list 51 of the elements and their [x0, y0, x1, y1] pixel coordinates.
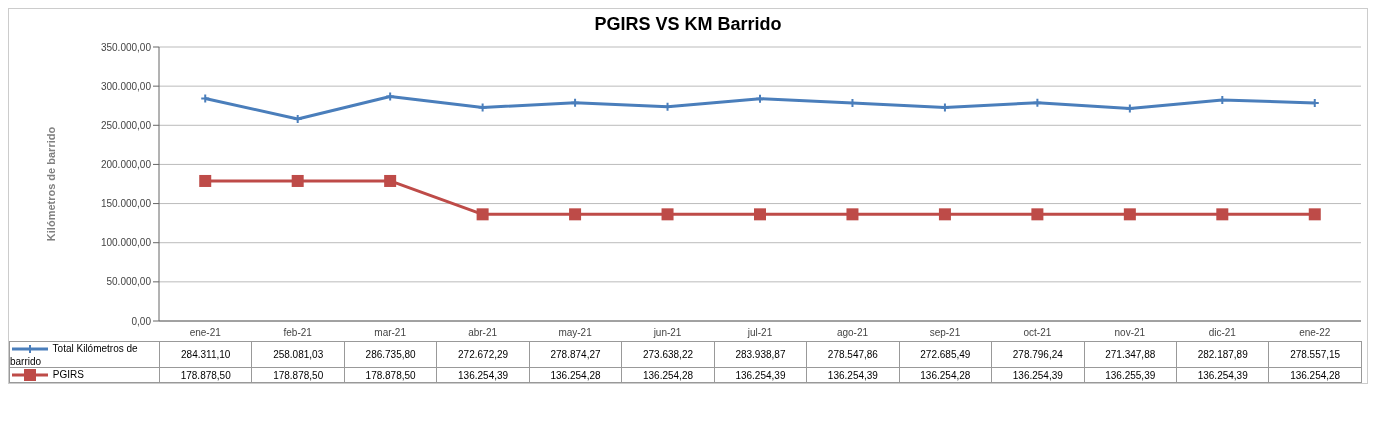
- y-tick-label: 200.000,00: [100, 158, 152, 170]
- y-tick-label: 0,00: [131, 315, 152, 327]
- x-tick-label: abr-21: [468, 327, 498, 339]
- data-label: 272.672,29: [436, 341, 530, 368]
- data-label: 136.254,39: [806, 367, 900, 383]
- y-tick-label: 300.000,00: [100, 80, 152, 92]
- x-tick-label: ene-21: [189, 327, 222, 339]
- x-tick-label: ene-22: [1299, 327, 1331, 339]
- data-label: 272.685,49: [899, 341, 992, 368]
- x-tick-label: feb-21: [283, 327, 313, 339]
- data-label: 278.557,15: [1268, 341, 1362, 368]
- x-tick-label: may-21: [558, 327, 593, 339]
- legend-label: Total Kilómetros de barrido: [9, 341, 160, 368]
- data-label: 136.254,39: [714, 367, 807, 383]
- data-label: 271.347,88: [1084, 341, 1177, 368]
- data-label: 136.254,39: [1176, 367, 1269, 383]
- data-label: 278.796,24: [991, 341, 1085, 368]
- data-label: 178.878,50: [251, 367, 345, 383]
- y-tick-label: 350.000,00: [100, 41, 152, 53]
- x-tick-label: dic-21: [1208, 327, 1237, 339]
- data-label: 278.547,86: [806, 341, 900, 368]
- y-tick-label: 100.000,00: [100, 237, 152, 249]
- x-tick-label: jun-21: [652, 327, 682, 339]
- data-label: 136.254,28: [529, 367, 622, 383]
- chart-title: PGIRS VS KM Barrido: [593, 13, 783, 36]
- data-label: 286.735,80: [344, 341, 437, 368]
- data-label: 136.255,39: [1084, 367, 1177, 383]
- data-label: 283.938,87: [714, 341, 807, 368]
- data-label: 136.254,39: [991, 367, 1085, 383]
- x-tick-label: oct-21: [1023, 327, 1052, 339]
- y-tick-label: 50.000,00: [106, 276, 152, 288]
- data-label: 136.254,39: [436, 367, 530, 383]
- data-label: 136.254,28: [1268, 367, 1362, 383]
- data-label: 178.878,50: [344, 367, 437, 383]
- data-label: 284.311,10: [159, 341, 252, 368]
- data-label: 136.254,28: [621, 367, 715, 383]
- data-label: 258.081,03: [251, 341, 345, 368]
- data-label: 273.638,22: [621, 341, 715, 368]
- data-label: 278.874,27: [529, 341, 622, 368]
- x-tick-label: nov-21: [1114, 327, 1146, 339]
- x-tick-label: ago-21: [836, 327, 869, 339]
- x-tick-label: jul-21: [746, 327, 773, 339]
- y-axis-title: Kilómetros de barrido: [44, 126, 57, 242]
- y-tick-label: 250.000,00: [100, 119, 152, 131]
- x-tick-label: sep-21: [929, 327, 961, 339]
- data-label: 282.187,89: [1176, 341, 1269, 368]
- legend-label: PGIRS: [9, 367, 160, 383]
- data-label: 178.878,50: [159, 367, 252, 383]
- data-label: 136.254,28: [899, 367, 992, 383]
- x-tick-label: mar-21: [374, 327, 407, 339]
- y-tick-label: 150.000,00: [100, 198, 152, 210]
